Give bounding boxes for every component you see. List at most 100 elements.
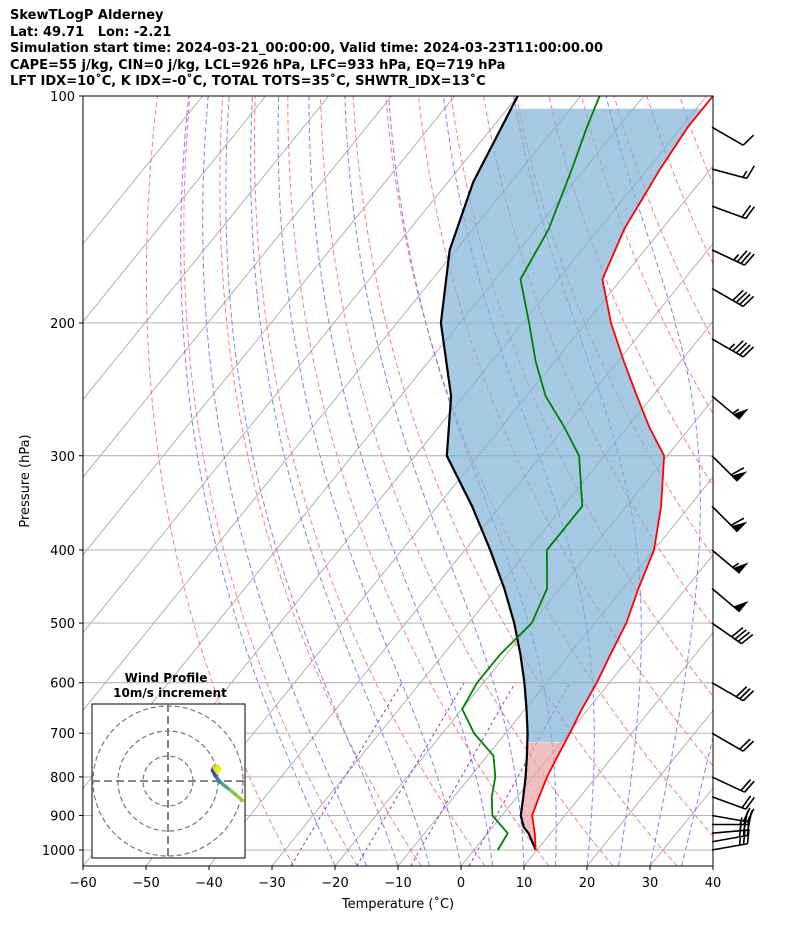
isotherm: [649, 787, 713, 866]
barb-full: [732, 289, 744, 302]
cape-area: [441, 108, 703, 743]
x-tick-label: 20: [579, 876, 596, 891]
wind-barb: [711, 287, 755, 308]
axes: −60 −50 −40 −30 −20 −10 0 10 20 30 40 1000 900 800 700…: [42, 90, 721, 891]
wind-barb: [711, 622, 754, 645]
barb-pennant: [733, 562, 749, 574]
barb-full: [739, 344, 751, 356]
isotherm: [83, 96, 204, 245]
dry-adiabat: [183, 96, 358, 866]
barb-staff: [711, 338, 744, 358]
barb-full: [742, 740, 755, 752]
wind-barb: [711, 549, 749, 574]
barb-full: [742, 807, 751, 822]
barb-full: [739, 738, 751, 750]
barb-full: [735, 291, 748, 304]
x-tick-label: −40: [195, 876, 222, 891]
wind-barb: [711, 682, 755, 702]
dry-adiabat: [777, 96, 794, 866]
barb-full: [745, 796, 756, 810]
dry-adiabat: [417, 96, 713, 767]
wind-barb: [711, 505, 748, 533]
barb-staff: [711, 732, 744, 752]
barb-half: [732, 562, 740, 568]
barb-pennant: [731, 471, 748, 482]
barb-full: [730, 517, 745, 527]
inset-subtitle: 10m/s increment: [113, 686, 227, 700]
barb-half: [732, 408, 740, 415]
y-tick-label: 300: [50, 450, 75, 465]
barb-full: [741, 204, 752, 218]
barb-full: [734, 629, 747, 640]
y-tick-label: 200: [50, 317, 75, 332]
wind-barb: [711, 249, 755, 266]
barb-full: [742, 829, 746, 845]
barb-full: [740, 251, 752, 264]
y-tick-label: 900: [50, 810, 75, 825]
dry-adiabat: [646, 96, 713, 265]
parcel-profile: [439, 96, 537, 851]
wind-barb: [711, 732, 755, 752]
barb-half: [738, 837, 742, 846]
moist-adiabat: [202, 96, 367, 866]
barb-full: [741, 795, 752, 809]
barb-staff: [711, 829, 748, 835]
x-tick-label: −30: [258, 876, 285, 891]
barb-pennant: [731, 521, 748, 532]
dry-adiabat: [219, 96, 422, 866]
wind-barb: [711, 395, 749, 420]
barb-full: [730, 467, 745, 476]
barb-full: [742, 134, 755, 146]
isotherm: [523, 631, 713, 866]
dry-adiabat: [287, 96, 550, 866]
barb-staff: [711, 682, 744, 702]
wind-barb: [711, 165, 755, 180]
y-tick-label: 500: [50, 617, 75, 632]
chart-header: SkewTLogP Alderney Lat: 49.71 Lon: -2.21…: [10, 8, 603, 91]
barb-full: [746, 829, 750, 844]
barb-full: [735, 342, 748, 354]
isotherm: [83, 96, 330, 401]
barb-pennant: [733, 408, 749, 420]
y-tick-label: 800: [50, 771, 75, 786]
isotherm: [586, 709, 713, 866]
temperature-profile: [531, 96, 713, 851]
barb-half: [728, 343, 736, 350]
barb-full: [739, 688, 751, 700]
mixing-ratio-line: [290, 682, 403, 866]
inset-title: Wind Profile: [125, 671, 208, 685]
cin-area: [520, 742, 565, 850]
barb-full: [740, 633, 754, 645]
barb-staff: [711, 126, 744, 146]
y-tick-label: 100: [50, 90, 75, 105]
location-line: Lat: 49.71 Lon: -2.21: [10, 24, 172, 40]
wind-barb: [711, 795, 756, 810]
hodograph-inset: Wind Profile 10m/s increment: [91, 671, 246, 859]
barb-full: [742, 295, 755, 308]
barb-full: [740, 778, 752, 791]
x-tick-label: −20: [321, 876, 348, 891]
barb-full: [731, 627, 744, 638]
x-axis-label: Temperature (˚C): [341, 896, 454, 912]
wind-barb: [711, 807, 755, 823]
barb-staff: [711, 287, 744, 308]
barb-full: [732, 340, 744, 352]
inset-body: [92, 704, 245, 858]
wind-barb: [711, 126, 755, 146]
barb-half: [733, 254, 740, 261]
barb-staff: [711, 796, 747, 810]
wind-barb: [711, 776, 755, 793]
y-tick-label: 400: [50, 544, 75, 559]
barb-staff: [711, 168, 747, 180]
barb-full: [736, 250, 748, 263]
x-tick-label: 40: [705, 876, 722, 891]
barb-full: [744, 253, 755, 266]
barb-staff: [711, 842, 748, 851]
barb-full: [746, 808, 755, 823]
y-axis-label: Pressure (hPa): [18, 434, 33, 527]
isotherm: [83, 96, 393, 478]
x-tick-label: 30: [642, 876, 659, 891]
mixing-ratio-line: [410, 682, 516, 866]
barb-full: [742, 690, 755, 702]
